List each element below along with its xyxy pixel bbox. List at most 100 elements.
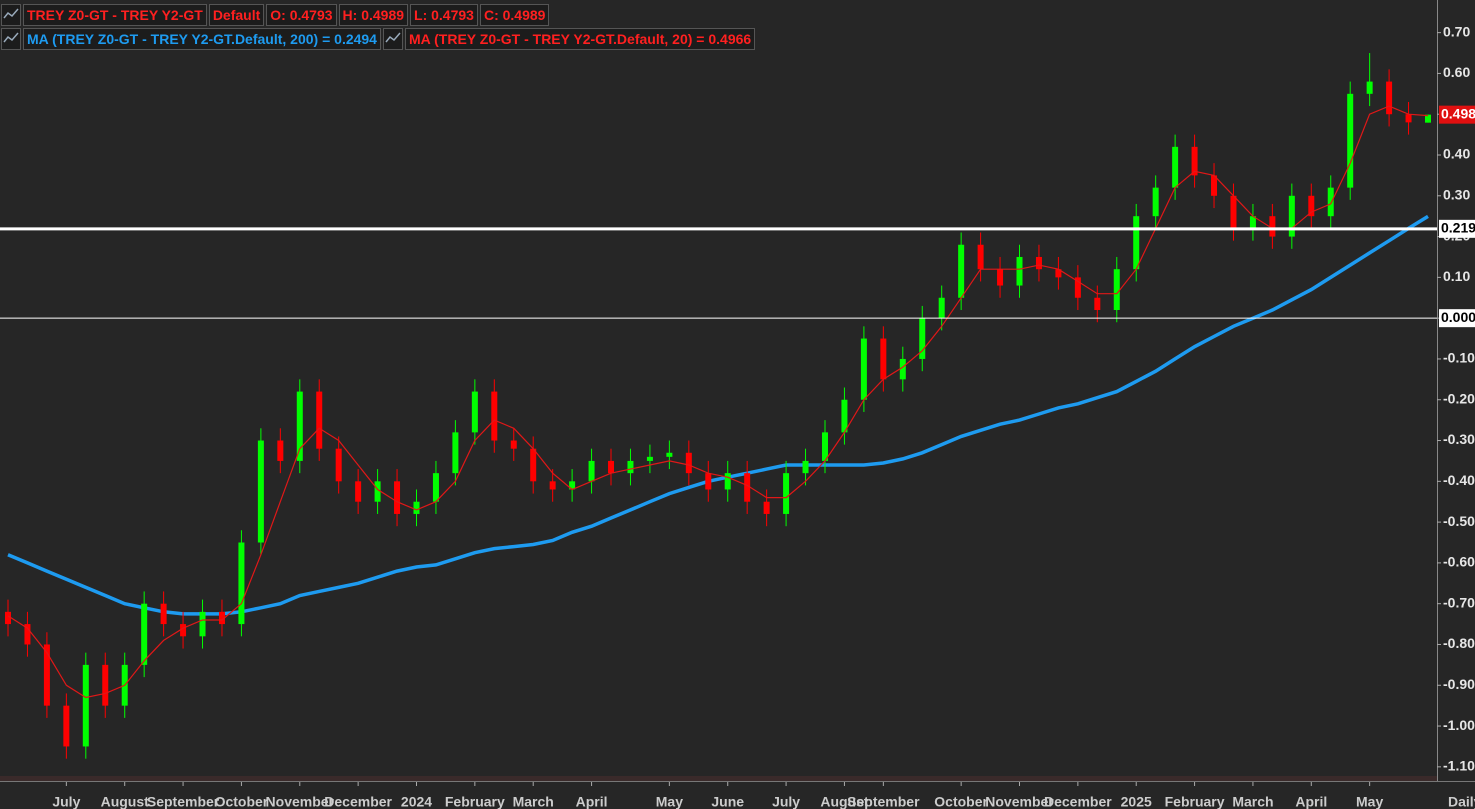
- candle-body: [218, 611, 225, 625]
- legend-icon[interactable]: [1, 28, 21, 50]
- y-tick-label: -0.70: [1443, 594, 1475, 610]
- candle-body: [1191, 146, 1198, 176]
- candle-body: [1035, 256, 1042, 270]
- interval-label: Daily: [1448, 794, 1475, 809]
- y-tick-label: -0.20: [1443, 390, 1475, 406]
- candle-body: [549, 481, 556, 490]
- x-tick-label: April: [1295, 794, 1327, 809]
- x-tick-label: 2024: [401, 794, 432, 809]
- candle-body: [199, 611, 206, 637]
- candle-body: [1230, 195, 1237, 229]
- candle-body: [899, 358, 906, 380]
- candle-body: [1366, 81, 1373, 94]
- candle-body: [627, 460, 634, 474]
- y-tick-label: 0.60: [1443, 64, 1470, 80]
- candle-body: [413, 501, 420, 514]
- x-tick-label: February: [445, 794, 505, 809]
- candle-body: [666, 452, 673, 457]
- candle-body: [82, 664, 89, 747]
- x-tick-label: December: [324, 794, 392, 809]
- candle-body: [63, 705, 70, 747]
- candle-body: [1308, 195, 1315, 217]
- candle-body: [1094, 297, 1101, 310]
- legend-icon[interactable]: [382, 28, 403, 50]
- x-tick-label: March: [1232, 794, 1273, 809]
- level-label: 0.219: [1441, 220, 1475, 236]
- candle-body: [316, 391, 323, 449]
- price-marker-label: 0.4989: [1441, 105, 1475, 121]
- candle-body: [1327, 187, 1334, 217]
- candle-body: [1074, 277, 1081, 298]
- x-tick-label: September: [847, 794, 920, 809]
- y-tick-label: -0.50: [1443, 513, 1475, 529]
- candle-body: [374, 481, 381, 502]
- candle-body: [471, 391, 478, 433]
- candle-body: [608, 460, 615, 474]
- candle-body: [685, 452, 692, 474]
- candle-body: [335, 448, 342, 482]
- candle-body: [744, 473, 751, 502]
- legend-symbol: TREY Z0-GT - TREY Y2-GT: [23, 4, 207, 26]
- candle-body: [491, 391, 498, 441]
- level-label: 0.000: [1441, 309, 1475, 325]
- candle-body: [394, 481, 401, 514]
- candle-body: [588, 460, 595, 482]
- y-tick-label: 0.40: [1443, 146, 1470, 162]
- y-tick-label: -1.00: [1443, 717, 1475, 733]
- candle-body: [763, 501, 770, 514]
- y-tick-label: -0.30: [1443, 431, 1475, 447]
- candle-body: [24, 624, 31, 645]
- candle-body: [180, 624, 187, 637]
- x-tick-label: February: [1165, 794, 1225, 809]
- candle-body: [257, 440, 264, 543]
- candle-body: [355, 481, 362, 502]
- x-tick-label: August: [820, 794, 869, 809]
- legend-ohlc: O: 0.4793: [266, 4, 337, 26]
- candle-body: [102, 664, 109, 706]
- y-tick-label: -0.40: [1443, 472, 1475, 488]
- legend-icon[interactable]: [1, 4, 21, 26]
- x-tick-label: June: [711, 794, 744, 809]
- y-tick-label: 0.10: [1443, 268, 1470, 284]
- x-tick-label: April: [576, 794, 608, 809]
- candle-body: [705, 473, 712, 490]
- y-tick-label: -0.60: [1443, 554, 1475, 570]
- candle-body: [296, 391, 303, 461]
- ma-line: [7, 214, 1429, 616]
- x-tick-label: November: [266, 794, 335, 809]
- ma-line: [7, 105, 1429, 699]
- candle-body: [646, 456, 653, 461]
- candle-body: [160, 603, 167, 625]
- x-tick-label: 2025: [1121, 794, 1152, 809]
- candle-body: [569, 481, 576, 490]
- candle-body: [919, 318, 926, 359]
- y-tick-label: -0.90: [1443, 676, 1475, 692]
- x-tick-label: October: [934, 794, 988, 809]
- x-tick-label: October: [215, 794, 269, 809]
- candle-body: [141, 603, 148, 665]
- candle-body: [860, 338, 867, 400]
- level-marker: [1439, 309, 1475, 328]
- candle-body: [1152, 187, 1159, 217]
- candle-body: [1249, 216, 1256, 229]
- level-marker: [1439, 219, 1475, 238]
- candle-body: [1113, 269, 1120, 310]
- legend-ohlc: H: 0.4989: [338, 4, 409, 26]
- candle-body: [277, 440, 284, 461]
- price-marker: [1439, 105, 1475, 124]
- y-tick-label: 0.70: [1443, 23, 1470, 39]
- candle-body: [997, 269, 1004, 286]
- candle-body: [977, 244, 984, 270]
- candle-body: [783, 473, 790, 514]
- x-tick-label: July: [52, 794, 80, 809]
- y-tick-label: -0.10: [1443, 350, 1475, 366]
- candle-body: [1172, 146, 1179, 188]
- lower-strip: [0, 776, 1437, 782]
- candle-body: [1405, 114, 1412, 123]
- x-tick-label: November: [985, 794, 1054, 809]
- candle-body: [802, 460, 809, 474]
- legend-style: Default: [208, 4, 265, 26]
